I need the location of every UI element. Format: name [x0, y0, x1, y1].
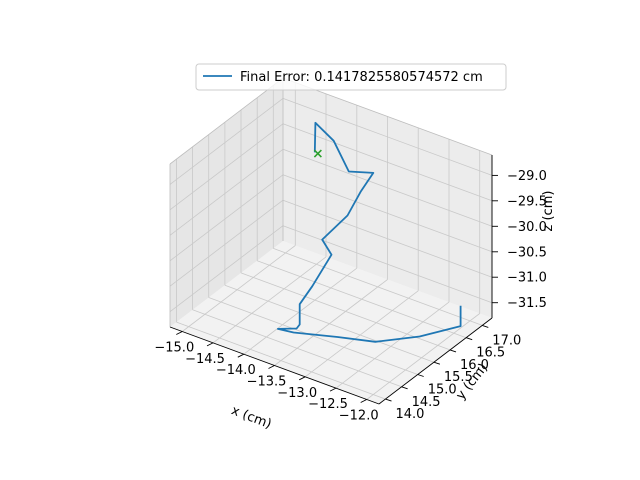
y-tick-mark	[449, 349, 457, 353]
target-marker-stroke	[313, 149, 322, 158]
back-wall-top-edge	[282, 77, 493, 156]
y-tick-mark	[385, 398, 392, 402]
x-tick-label: −14.5	[185, 352, 225, 367]
z-tick-label: −30.5	[507, 245, 547, 260]
z-tick-label: −29.0	[507, 169, 547, 184]
y-tick-label: 16.0	[460, 358, 489, 373]
x-tick-mark	[268, 365, 275, 369]
floor-gridline-x	[366, 313, 480, 400]
y-tick-mark	[417, 374, 424, 377]
y-axis-ticks: 14.014.515.015.516.016.517.0	[385, 324, 521, 422]
left-gridline-z	[169, 98, 284, 185]
y-tick-label: 15.0	[428, 383, 457, 398]
floor-gridline-y	[224, 284, 435, 363]
y-tick-mark	[433, 361, 441, 365]
left-gridline-z	[169, 123, 284, 211]
left-wall-top-edge	[169, 77, 284, 165]
left-gridline-z	[169, 174, 284, 262]
x-axis-ticks: −15.0−14.5−14.0−13.5−13.0−12.5−12.0	[154, 331, 379, 424]
y-tick-mark	[401, 386, 408, 390]
z-axis-ticks: −29.0 −29.5 −30.0 −30.5 −31.0 −31.5	[492, 169, 547, 311]
x-tick-mark	[237, 353, 245, 358]
floor-gridline-x	[182, 245, 296, 332]
trajectory-line-0	[276, 121, 462, 343]
y-tick-label: 14.5	[412, 395, 441, 410]
target-marker-0	[313, 149, 322, 158]
floor-gridline-y	[176, 321, 386, 400]
legend-entry-label: Final Error: 0.1417825580574572 cm	[240, 70, 483, 85]
floor-gridline-y	[208, 297, 418, 375]
x-axis-label: x (cm)	[229, 403, 273, 432]
grid-lines	[169, 77, 493, 400]
x-tick-label: −15.0	[154, 341, 194, 356]
z-tick-label: −31.0	[507, 271, 547, 286]
y-tick-label: 15.5	[444, 370, 473, 385]
x-tick-mark	[329, 387, 337, 392]
z-tick-label: −30.0	[507, 220, 547, 235]
left-gridline-z	[169, 148, 284, 236]
x-tick-label: −14.0	[216, 363, 256, 378]
x-tick-mark	[206, 342, 214, 347]
back-gridline-z	[282, 123, 493, 202]
y-tick-label: 16.5	[476, 346, 505, 361]
y-tick-mark	[482, 324, 489, 328]
floor-gridline-y	[273, 248, 483, 326]
left-gridline-z	[169, 225, 284, 313]
x-tick-label: −12.0	[339, 409, 379, 424]
z-tick-label: −29.5	[507, 194, 547, 209]
floor-gridline-x	[304, 290, 419, 378]
y-tick-mark	[466, 337, 473, 341]
x-tick-mark	[360, 399, 367, 403]
floor-gridline-y	[257, 260, 467, 339]
y-tick-label: 14.0	[396, 407, 425, 422]
floor-gridline-x	[335, 301, 450, 389]
floor-gridline-x	[274, 279, 388, 366]
legend-frame	[195, 63, 507, 91]
back-gridline-z	[282, 174, 493, 253]
x-tick-label: −12.5	[308, 397, 348, 412]
back-gridline-z	[282, 98, 493, 176]
x-tick-label: −13.0	[277, 386, 317, 401]
y-tick-label: 17.0	[492, 333, 521, 348]
x-tick-label: −13.5	[247, 375, 287, 390]
x-tick-mark	[298, 376, 306, 381]
back-gridline-z	[282, 199, 493, 278]
z-tick-label: −31.5	[507, 296, 547, 311]
back-gridline-z	[282, 225, 493, 304]
z-axis-label: z (cm)	[541, 191, 556, 232]
series-layer	[276, 121, 462, 343]
back-gridline-z	[282, 148, 493, 227]
legend: Final Error: 0.1417825580574572 cm	[195, 63, 507, 91]
y-axis-line	[378, 317, 493, 405]
floor-gridline-x	[212, 256, 327, 344]
left-gridline-z	[169, 199, 284, 287]
floor-gridline-y	[192, 309, 402, 388]
x-tick-mark	[176, 331, 183, 335]
